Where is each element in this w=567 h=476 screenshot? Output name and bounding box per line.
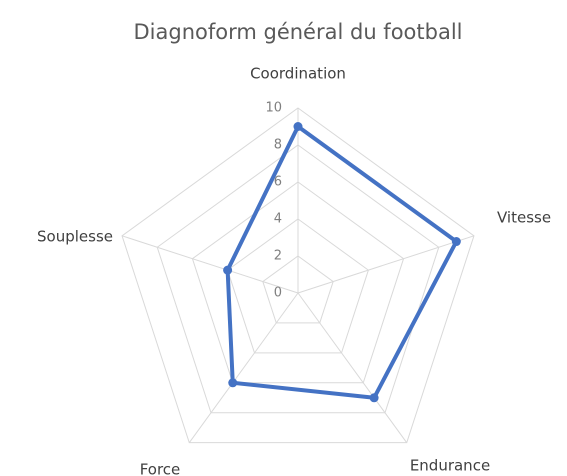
marker: [293, 122, 303, 131]
r-tick-label: 2: [274, 249, 282, 264]
category-label: Souplesse: [37, 228, 113, 246]
category-label: Vitesse: [497, 209, 551, 227]
spoke: [188, 292, 299, 443]
category-label: Force: [140, 461, 181, 476]
spoke: [121, 235, 299, 294]
chart-title: Diagnoform général du football: [134, 20, 463, 44]
marker: [451, 237, 461, 247]
r-tick-label: 8: [274, 138, 282, 153]
marker: [369, 393, 379, 403]
category-label: Coordination: [250, 65, 346, 83]
r-tick-label: 0: [274, 286, 282, 301]
spoke: [297, 235, 475, 294]
grid-ring: [227, 218, 369, 354]
r-tick-label: 10: [265, 101, 282, 116]
marker: [223, 265, 233, 275]
grid-ring: [156, 144, 440, 414]
spoke: [297, 292, 408, 443]
series-line: [225, 124, 459, 400]
r-tick-label: 6: [274, 175, 282, 190]
r-tick-label: 4: [274, 212, 282, 227]
grid-ring: [191, 181, 405, 384]
marker: [228, 378, 238, 388]
category-label: Endurance: [410, 457, 490, 475]
grid-ring: [262, 255, 334, 324]
grid-ring: [121, 107, 475, 444]
